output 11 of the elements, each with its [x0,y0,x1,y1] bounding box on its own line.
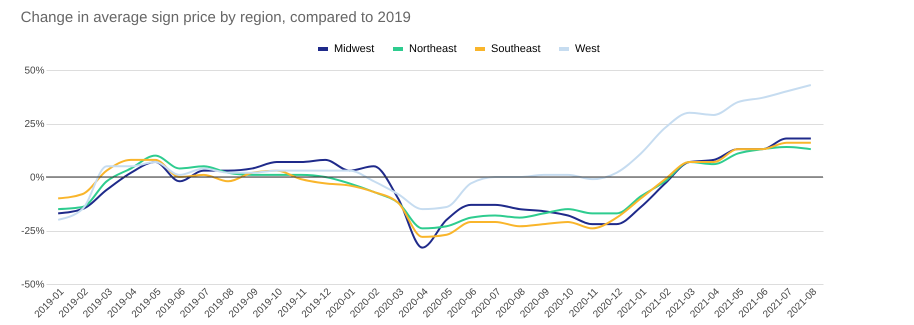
y-tick-label: -25% [21,226,45,237]
legend-label: Midwest [334,43,374,55]
y-tick-label: 50% [24,66,45,76]
legend-label: Northeast [409,43,457,55]
legend-label: West [575,43,600,55]
y-tick-label: -50% [21,280,45,290]
line-series [57,84,812,221]
y-tick-label: 0% [30,172,45,184]
y-tick-label: 25% [24,119,45,130]
legend-label: Southeast [491,43,541,55]
chart-title: Change in average sign price by region, compared to 2019 [20,9,411,26]
